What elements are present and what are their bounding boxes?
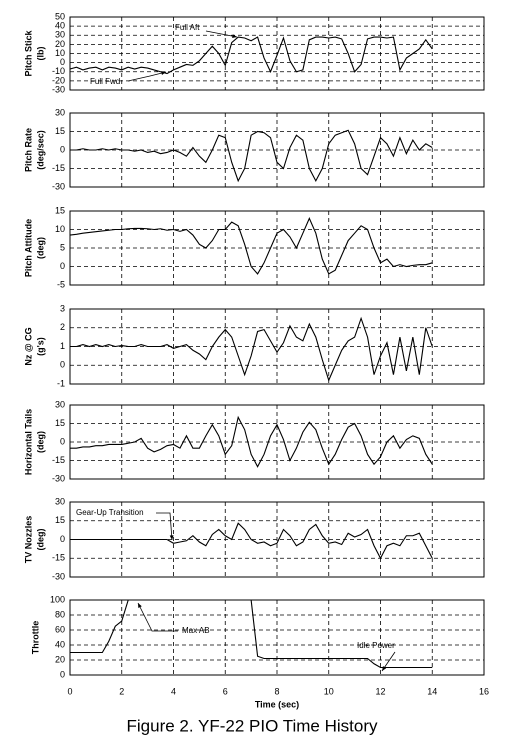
data-line: [69, 36, 433, 75]
x-tick-label: 12: [375, 686, 385, 696]
y-axis-label: (deg/sec): [35, 130, 45, 170]
y-tick-label: 30: [55, 399, 65, 409]
y-tick-label: 0: [60, 144, 65, 154]
y-tick-label: 0: [60, 669, 65, 679]
y-tick-label: 60: [55, 624, 65, 634]
x-tick-label: 10: [324, 686, 334, 696]
y-tick-label: 20: [55, 654, 65, 664]
y-tick-label: 15: [55, 515, 65, 525]
data-line: [70, 316, 433, 382]
y-tick-label: -15: [52, 163, 65, 173]
y-tick-label: 40: [55, 21, 65, 31]
x-tick-label: 0: [67, 686, 72, 696]
y-tick-label: 30: [55, 107, 65, 117]
y-tick-label: 1: [60, 341, 65, 351]
annotation-arrow: [205, 30, 238, 38]
plot-frame: [69, 210, 485, 286]
y-axis-label: Throttle: [30, 621, 40, 655]
data-line: [70, 129, 433, 183]
y-tick-label: 0: [60, 360, 65, 370]
y-tick-label: 0: [60, 436, 65, 446]
y-axis-label: Horizontal Tails: [23, 409, 33, 475]
y-tick-label: 20: [55, 39, 65, 49]
panel: 30 15 0 -15 -30 Pitch Rate (deg/sec): [23, 107, 485, 191]
y-axis-label: Pitch Attitude: [23, 219, 33, 277]
annotation-arrow: [137, 602, 178, 632]
y-axis-label: (deg): [35, 237, 45, 259]
y-tick-label: 3: [60, 303, 65, 313]
x-tick-label: 16: [479, 686, 489, 696]
data-line: [70, 522, 433, 560]
x-tick-label: 2: [119, 686, 124, 696]
y-tick-label: 0: [60, 261, 65, 271]
y-tick-label: 0: [60, 57, 65, 67]
arrow-head: [382, 666, 387, 671]
x-tick-label: 14: [427, 686, 437, 696]
annotation-arrow: [156, 512, 173, 541]
y-tick-label: -15: [52, 553, 65, 563]
y-tick-label: -10: [52, 66, 65, 76]
data-line: [70, 599, 433, 669]
annotation: Full Fwd: [90, 77, 120, 86]
y-axis-label: Nz @ CG: [23, 327, 33, 365]
annotation: Full Aft: [175, 23, 200, 32]
y-tick-label: 5: [60, 242, 65, 252]
y-tick-label: -20: [52, 75, 65, 85]
annotation: Gear-Up Transition: [76, 508, 144, 517]
y-axis-label: (lb): [35, 47, 45, 61]
y-tick-label: 50: [55, 11, 65, 21]
x-tick-label: 4: [171, 686, 176, 696]
y-tick-label: -30: [52, 84, 65, 94]
panel: 100 80 60 40 20 00 2 4 6 8 10 12 14 16 Throttle Time (s…: [30, 594, 489, 709]
y-axis-label: TV Nozzles: [23, 516, 33, 564]
y-axis-label: (deg): [35, 431, 45, 453]
y-tick-label: 40: [55, 639, 65, 649]
y-tick-label: 10: [55, 224, 65, 234]
y-tick-label: -5: [57, 279, 65, 289]
arrow-head: [138, 603, 142, 608]
x-tick-label: 8: [274, 686, 279, 696]
panel: 15 10 5 0 -5 Pitch Attitude (deg): [23, 205, 485, 289]
arrow-head: [169, 535, 174, 540]
y-tick-label: 15: [55, 205, 65, 215]
y-tick-label: -1: [57, 378, 65, 388]
y-tick-label: 15: [55, 126, 65, 136]
y-axis-label: Pitch Stick: [23, 29, 33, 76]
y-tick-label: 80: [55, 609, 65, 619]
y-tick-label: -15: [52, 455, 65, 465]
plot-frame: [69, 599, 485, 676]
data-line: [69, 217, 433, 275]
panel: 30 15 0 -15 -30 Horizontal Tails (deg): [23, 399, 485, 483]
y-tick-label: -30: [52, 473, 65, 483]
x-tick-label: 6: [223, 686, 228, 696]
arrow-head: [232, 34, 237, 39]
annotation: Max AB: [182, 626, 210, 635]
y-axis-label: (g's): [35, 337, 45, 356]
y-tick-label: 0: [60, 534, 65, 544]
data-line: [70, 415, 433, 468]
caption: Figure 2. YF-22 PIO Time History: [127, 716, 378, 735]
y-tick-label: 15: [55, 418, 65, 428]
panel: 30 15 0 -15 -30 TV Nozzles (deg) Gear-Up Transi…: [23, 496, 485, 581]
annotation-arrow: [127, 71, 167, 82]
plot-frame: [69, 16, 485, 91]
y-tick-label: 30: [55, 30, 65, 40]
y-tick-label: 100: [50, 594, 65, 604]
plot-frame: [69, 404, 485, 480]
x-axis-label: Time (sec): [255, 699, 299, 709]
y-tick-label: -30: [52, 181, 65, 191]
y-tick-label: 30: [55, 496, 65, 506]
y-axis-label: (deg): [35, 529, 45, 551]
y-axis-label: Pitch Rate: [23, 128, 33, 172]
y-tick-label: 2: [60, 322, 65, 332]
y-tick-label: -30: [52, 571, 65, 581]
y-tick-label: 10: [55, 48, 65, 58]
annotation: Idle Power: [357, 641, 395, 650]
